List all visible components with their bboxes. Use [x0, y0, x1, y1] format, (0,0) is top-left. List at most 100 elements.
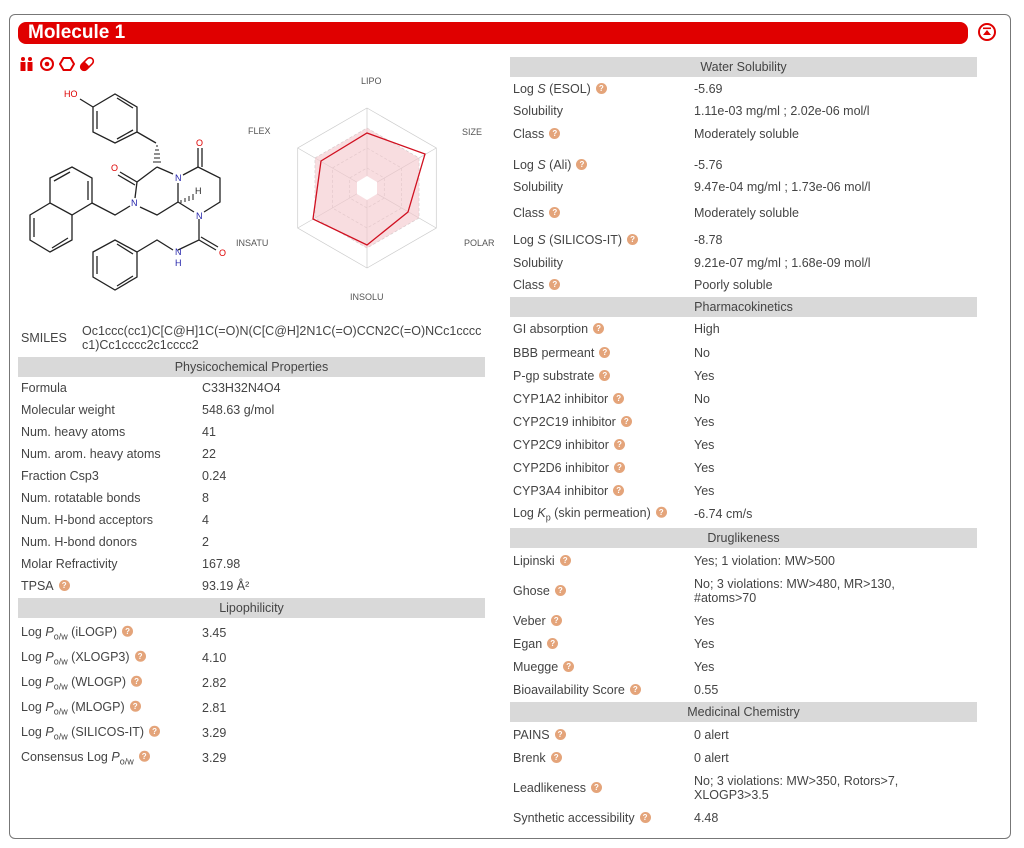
help-icon[interactable]: ?: [58, 580, 70, 591]
collapse-up-icon[interactable]: [978, 23, 996, 41]
help-icon[interactable]: ?: [599, 370, 611, 381]
row-label-text: Veber: [513, 614, 546, 628]
row-label: BBB permeant?: [513, 346, 611, 360]
lipinski-icon[interactable]: [19, 56, 35, 72]
row-value: 41: [202, 425, 216, 439]
row-value: Yes: [694, 637, 715, 651]
help-icon[interactable]: ?: [576, 159, 588, 170]
row-value: Yes; 1 violation: MW>500: [694, 554, 835, 568]
row-value: -5.76: [694, 158, 723, 172]
help-icon[interactable]: ?: [549, 207, 561, 218]
row-label-text: Ghose: [513, 584, 550, 598]
help-icon[interactable]: ?: [595, 83, 607, 94]
section-header-druglikeness: Druglikeness: [510, 528, 977, 548]
row-label-text: BBB permeant: [513, 346, 595, 360]
target-icon[interactable]: [39, 56, 55, 72]
row-label-text: Num. rotatable bonds: [21, 491, 141, 505]
row-label-text: Num. heavy atoms: [21, 425, 126, 439]
row-value: Yes: [694, 614, 715, 628]
help-icon[interactable]: ?: [559, 555, 571, 566]
help-icon[interactable]: ?: [613, 393, 625, 404]
label-symbol: P: [111, 749, 120, 764]
row-value: 4: [202, 513, 209, 527]
row-label: Num. H-bond donors: [21, 535, 137, 549]
ring-icon[interactable]: [58, 56, 76, 72]
row-label-text: Num. arom. heavy atoms: [21, 447, 161, 461]
row-label-text: Class: [513, 206, 545, 220]
radar-molecule-polygon: [312, 132, 426, 246]
row-value: -8.78: [694, 233, 723, 247]
row-label: Leadlikeness?: [513, 781, 602, 795]
row-label: CYP2C9 inhibitor?: [513, 438, 625, 452]
row-value: 0.55: [694, 683, 719, 697]
help-icon[interactable]: ?: [613, 462, 625, 473]
row-label: TPSA?: [21, 579, 70, 593]
row-value: 3.29: [202, 751, 227, 765]
help-icon[interactable]: ?: [549, 279, 561, 290]
atom-label-ho: HO: [64, 89, 78, 99]
help-icon[interactable]: ?: [550, 752, 562, 763]
help-icon[interactable]: ?: [613, 485, 625, 496]
radar-label-insolu: INSOLU: [350, 292, 384, 302]
help-icon[interactable]: ?: [131, 675, 143, 687]
row-label: Solubility: [513, 256, 563, 270]
row-label: Log Po/w (XLOGP3)?: [21, 649, 146, 667]
row-value: 0.24: [202, 469, 227, 483]
row-value: 3.45: [202, 626, 227, 640]
help-icon[interactable]: ?: [547, 638, 559, 649]
row-label: GI absorption?: [513, 322, 605, 336]
help-icon[interactable]: ?: [134, 650, 146, 662]
label-prefix: Log: [513, 82, 538, 96]
help-icon[interactable]: ?: [554, 729, 566, 740]
row-label: Brenk?: [513, 751, 562, 765]
row-value: 9.47e-04 mg/ml ; 1.73e-06 mol/l: [694, 180, 871, 194]
help-icon[interactable]: ?: [620, 416, 632, 427]
row-value: Yes: [694, 484, 715, 498]
help-icon[interactable]: ?: [599, 347, 611, 358]
atom-label-n: N: [131, 198, 138, 208]
help-icon[interactable]: ?: [549, 128, 561, 139]
row-label-text: CYP2C19 inhibitor: [513, 415, 616, 429]
help-icon[interactable]: ?: [122, 625, 134, 637]
help-icon[interactable]: ?: [613, 439, 625, 450]
row-label-text: Num. H-bond donors: [21, 535, 138, 549]
help-icon[interactable]: ?: [554, 585, 566, 596]
row-label: Solubility: [513, 104, 563, 118]
label-prefix: Log: [21, 649, 46, 664]
row-value: No; 3 violations: MW>350, Rotors>7, XLOG…: [694, 774, 899, 802]
row-label: Lipinski?: [513, 554, 571, 568]
atom-label-o: O: [111, 163, 118, 173]
row-label-text: Class: [513, 127, 545, 141]
help-icon[interactable]: ?: [138, 750, 150, 762]
row-label-text: CYP1A2 inhibitor: [513, 392, 609, 406]
help-icon[interactable]: ?: [590, 782, 602, 793]
radar-label-flex: FLEX: [248, 126, 271, 136]
label-prefix: Log: [21, 724, 46, 739]
row-label: Num. H-bond acceptors: [21, 513, 153, 527]
row-value: 2.81: [202, 701, 227, 715]
molecule-title: Molecule 1: [28, 22, 126, 43]
section-header-lipophilicity: Lipophilicity: [18, 598, 485, 618]
row-label: Class?: [513, 206, 561, 220]
atom-label-h: H: [195, 186, 202, 196]
row-label-text: Bioavailability Score: [513, 683, 625, 697]
help-icon[interactable]: ?: [639, 812, 651, 823]
help-icon[interactable]: ?: [550, 615, 562, 626]
row-value: 2.82: [202, 676, 227, 690]
atom-label-n: N: [175, 173, 182, 183]
label-suffix: (XLOGP3): [67, 649, 130, 664]
label-symbol: S: [537, 233, 546, 247]
help-icon[interactable]: ?: [655, 506, 667, 518]
help-icon[interactable]: ?: [627, 234, 639, 245]
help-icon[interactable]: ?: [593, 323, 605, 334]
pill-icon[interactable]: [79, 56, 95, 72]
help-icon[interactable]: ?: [129, 700, 141, 712]
row-value: 8: [202, 491, 209, 505]
row-label-text: Fraction Csp3: [21, 469, 99, 483]
help-icon[interactable]: ?: [629, 684, 641, 695]
row-value: No: [694, 346, 710, 360]
help-icon[interactable]: ?: [149, 725, 161, 737]
row-label: Log Po/w (WLOGP)?: [21, 675, 143, 691]
help-icon[interactable]: ?: [563, 661, 575, 672]
label-subscript: o/w: [53, 656, 68, 667]
